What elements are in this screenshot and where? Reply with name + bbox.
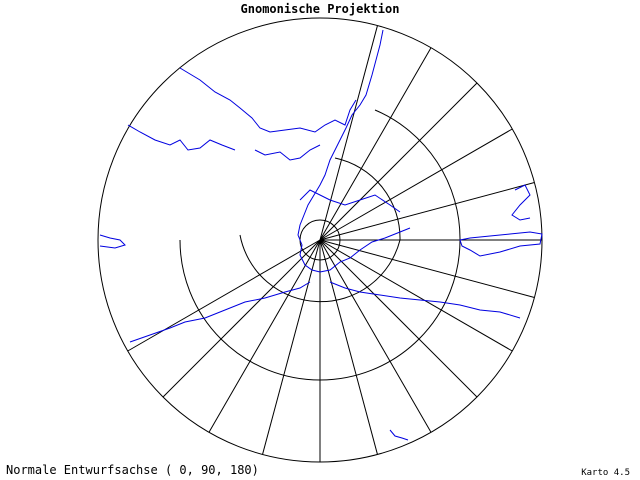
meridian: [319, 82, 478, 241]
meridian: [319, 239, 432, 433]
coastline: [179, 67, 357, 133]
coastline: [99, 234, 126, 249]
meridian: [127, 239, 321, 352]
coastline: [329, 281, 521, 319]
coastline: [297, 29, 411, 273]
meridian: [262, 239, 321, 455]
version-label: Karto 4.5: [581, 468, 630, 478]
meridian: [319, 239, 535, 298]
meridian: [319, 239, 478, 398]
coastline: [511, 184, 531, 221]
coastline: [127, 124, 236, 151]
meridian: [208, 239, 321, 433]
meridian: [319, 239, 513, 352]
meridian: [319, 25, 378, 241]
coastline: [459, 231, 543, 257]
meridian: [319, 47, 432, 241]
map-title: Gnomonische Projektion: [241, 2, 400, 16]
meridian: [162, 239, 321, 398]
coastline: [389, 429, 409, 441]
coastline: [129, 281, 311, 343]
coastlines: [99, 29, 543, 441]
coastline: [299, 189, 401, 213]
projection-axis: Normale Entwurfsachse ( 0, 90, 180): [6, 463, 259, 477]
meridian: [319, 182, 535, 241]
parallel: [239, 157, 401, 303]
coastline: [254, 144, 321, 161]
graticule: [97, 17, 543, 463]
meridian: [319, 128, 513, 241]
meridian: [319, 239, 378, 455]
